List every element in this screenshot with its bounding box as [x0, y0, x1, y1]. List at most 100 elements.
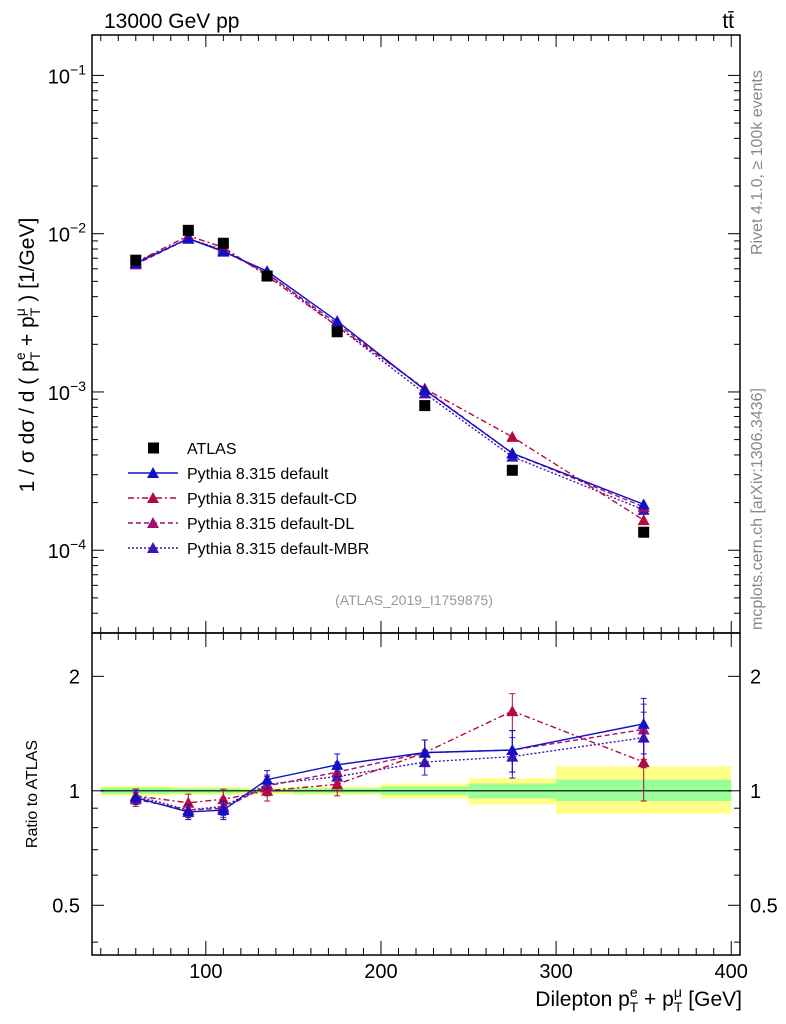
mcplots-label: mcplots.cern.ch [arXiv:1306.3436] [749, 388, 766, 630]
xlabel-part-3: [GeV] [682, 988, 742, 1011]
xlabel-sup-e: e [630, 984, 638, 1000]
default-marker [637, 498, 650, 510]
main-ytick-label-base: 10 [48, 66, 70, 88]
main-panel: 10−110−210−310−4 (ATLAS_2019_I1759875) 1… [12, 34, 741, 634]
legend-item-default: Pythia 8.315 default [128, 466, 329, 483]
default-line [135, 237, 644, 505]
atlas-marker [419, 400, 431, 412]
main-ytick-label-base: 10 [48, 541, 70, 563]
xlabel-sup-mu: μ [674, 984, 682, 1000]
ratio-ytick-label: 1 [69, 781, 80, 803]
ylabel-part-1: 1 / σ dσ / d ( p [16, 360, 39, 492]
legend-triangle-icon [147, 467, 159, 478]
mbr-line [135, 237, 644, 511]
ratio-xtick-label: 100 [189, 961, 222, 983]
xlabel-sub-t1: T [630, 999, 639, 1015]
main-ytick-label: 10−2 [48, 220, 86, 247]
legend: ATLAS Pythia 8.315 default Pythia 8.315 de… [128, 441, 369, 558]
default-marker [418, 383, 431, 395]
cd-ratio-marker [261, 784, 274, 796]
cd-ratio-line [135, 710, 644, 804]
default-ratio-marker [331, 758, 344, 770]
atlas-marker [182, 224, 194, 236]
rivet-version-label: Rivet 4.1.0, ≥ 100k events [749, 70, 766, 255]
ratio-ytick-label: 2 [69, 666, 80, 688]
ylabel-part-3: ) [1/GeV] [16, 218, 39, 308]
main-yaxis: 10−110−210−310−4 [48, 35, 740, 634]
ratio-xtick-label: 200 [364, 961, 397, 983]
ratio-ytick-label: 0.5 [52, 895, 80, 917]
xlabel-part-2: + p [638, 988, 674, 1011]
ratio-uncertainty-bands [100, 766, 732, 814]
default-marker [217, 245, 230, 257]
ratio-xtick-label: 400 [715, 961, 748, 983]
cd-line [135, 235, 645, 521]
legend-label: Pythia 8.315 default-DL [187, 516, 354, 533]
cd-ratio-marker [217, 793, 230, 805]
default-ratio-line [135, 723, 644, 813]
analysis-tag: (ATLAS_2019_I1759875) [335, 592, 493, 608]
ylabel-sup-e: e [12, 352, 28, 360]
ylabel-sup-mu: μ [12, 308, 28, 316]
main-ytick-label-exp: −2 [70, 220, 86, 236]
legend-label: Pythia 8.315 default-CD [187, 491, 357, 508]
xlabel-sub-t2: T [674, 999, 683, 1015]
default-ratio-marker [418, 746, 431, 758]
legend-item-mbr: Pythia 8.315 default-MBR [128, 541, 369, 558]
ratio-ytick-label-right: 2 [750, 666, 761, 688]
main-ytick-label-exp: −1 [70, 61, 86, 77]
default-ratio-marker [129, 791, 142, 803]
legend-label: Pythia 8.315 default [187, 466, 329, 483]
legend-label: ATLAS [187, 441, 237, 458]
legend-item-cd: Pythia 8.315 default-CD [128, 491, 357, 508]
default-ratio-marker [217, 804, 230, 816]
main-ylabel: 1 / σ dσ / d ( peT + pμT ) [1/GeV] [12, 218, 43, 493]
main-ytick-label: 10−1 [48, 61, 86, 88]
ratio-xtick-label: 300 [539, 961, 572, 983]
cd-ratio-marker [506, 705, 519, 717]
xaxis-label: Dilepton pe T + pμ T [GeV] [535, 984, 742, 1015]
default-marker [331, 315, 344, 327]
atlas-marker [638, 526, 650, 538]
atlas-marker [331, 326, 343, 338]
cd-ratio-marker [331, 778, 344, 790]
process-label: tt̄ [722, 10, 734, 33]
ratio-ytick-label-right: 1 [750, 781, 761, 803]
main-ytick-label: 10−4 [48, 536, 86, 563]
default-marker [506, 447, 519, 459]
ratio-xaxis: 100 200 300 400 [100, 633, 748, 983]
ratio-yaxis: 2 2 1 1 0.5 0.5 [52, 666, 778, 943]
atlas-marker [506, 464, 518, 476]
ratio-ytick-label-right: 0.5 [750, 895, 778, 917]
legend-square-icon [148, 442, 159, 454]
default-ratio-marker [182, 805, 195, 817]
xlabel-part-1: Dilepton p [535, 988, 630, 1011]
ylabel-sub-t1: T [27, 351, 43, 360]
main-ytick-label-base: 10 [48, 383, 70, 405]
ylabel-sub-t2: T [27, 307, 43, 316]
legend-triangle-icon [147, 517, 159, 528]
energy-label: 13000 GeV pp [104, 10, 239, 33]
legend-label: Pythia 8.315 default-MBR [187, 541, 369, 558]
legend-item-atlas: ATLAS [148, 441, 237, 458]
main-series-layer [129, 224, 650, 538]
atlas-marker [217, 237, 229, 249]
main-ytick-label-exp: −4 [70, 536, 86, 552]
main-ytick-label: 10−3 [48, 378, 86, 405]
atlas-marker [261, 270, 273, 282]
cd-marker [506, 430, 519, 442]
cd-marker [637, 514, 650, 526]
default-ratio-marker [261, 773, 274, 785]
atlas-marker [130, 254, 142, 266]
legend-item-dl: Pythia 8.315 default-DL [128, 516, 354, 533]
default-ratio-marker [637, 717, 650, 729]
default-ratio-marker [506, 744, 519, 756]
main-ytick-label-exp: −3 [70, 378, 86, 394]
ratio-series-layer [129, 693, 650, 821]
cd-ratio-marker [637, 756, 650, 768]
ratio-panel: 2 2 1 1 0.5 0.5 100 200 300 400 Ratio to ATLAS D… [24, 632, 778, 1015]
main-ytick-label-base: 10 [48, 225, 70, 247]
ratio-ylabel: Ratio to ATLAS [24, 740, 41, 848]
default-marker [182, 232, 195, 244]
legend-triangle-icon [147, 492, 159, 503]
